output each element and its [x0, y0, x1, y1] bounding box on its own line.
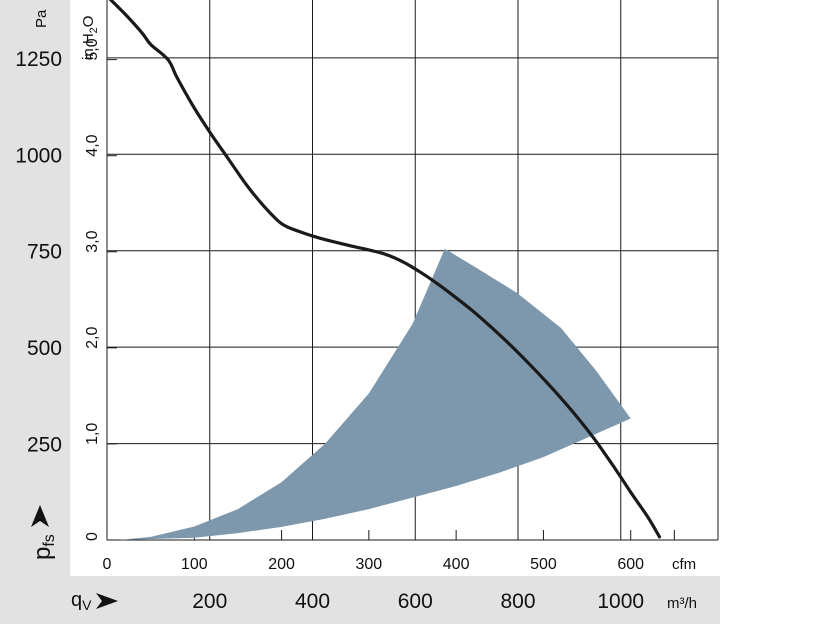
inh2o-tick-label: 1,0 [84, 423, 101, 445]
axis-labels: Pa in H2O pfs cfm m³/h qV 25050075010001… [15, 9, 697, 613]
m3h-tick-label: 1000 [597, 590, 644, 613]
pa-axis-title: Pa [33, 9, 50, 28]
pa-tick-label: 750 [27, 241, 62, 264]
pa-tick-label: 1000 [15, 144, 62, 167]
pa-tick-label: 500 [27, 337, 62, 360]
operating-area-layer [119, 248, 631, 541]
cfm-tick-label: 0 [103, 556, 112, 573]
inh2o-axis-title: in H2O [80, 16, 100, 60]
cfm-tick-label: 400 [443, 556, 470, 573]
m3h-tick-label: 800 [500, 590, 535, 613]
m3h-tick-label: 400 [295, 590, 330, 613]
bottom-axis-band [70, 576, 720, 624]
cfm-tick-label: 500 [530, 556, 557, 573]
inh2o-tick-label: 0 [84, 532, 101, 541]
flow-symbol: qV [71, 589, 92, 613]
characteristic-curve [108, 0, 662, 539]
cfm-tick-label: 200 [268, 556, 295, 573]
inh2o-tick-label: 4,0 [84, 134, 101, 156]
left-axis-band [0, 0, 70, 624]
cfm-tick-label: 300 [356, 556, 383, 573]
m3h-tick-label: 600 [398, 590, 433, 613]
flow-arrow-icon [96, 593, 118, 609]
pressure-symbol: pfs [29, 534, 58, 560]
pressure-arrow-icon [31, 505, 49, 527]
inh2o-tick-label: 5,0 [84, 38, 101, 60]
pa-tick-label: 1250 [15, 48, 62, 71]
pa-tick-label: 250 [27, 434, 62, 457]
m3h-tick-label: 200 [192, 590, 227, 613]
m3h-axis-title: m³/h [667, 595, 697, 612]
curve-layer [108, 0, 662, 539]
cfm-tick-label: 600 [617, 556, 644, 573]
inh2o-tick-label: 3,0 [84, 230, 101, 252]
cfm-axis-title: cfm [672, 556, 696, 573]
operating-area [119, 248, 631, 541]
cfm-tick-label: 100 [181, 556, 208, 573]
inh2o-tick-label: 2,0 [84, 327, 101, 349]
